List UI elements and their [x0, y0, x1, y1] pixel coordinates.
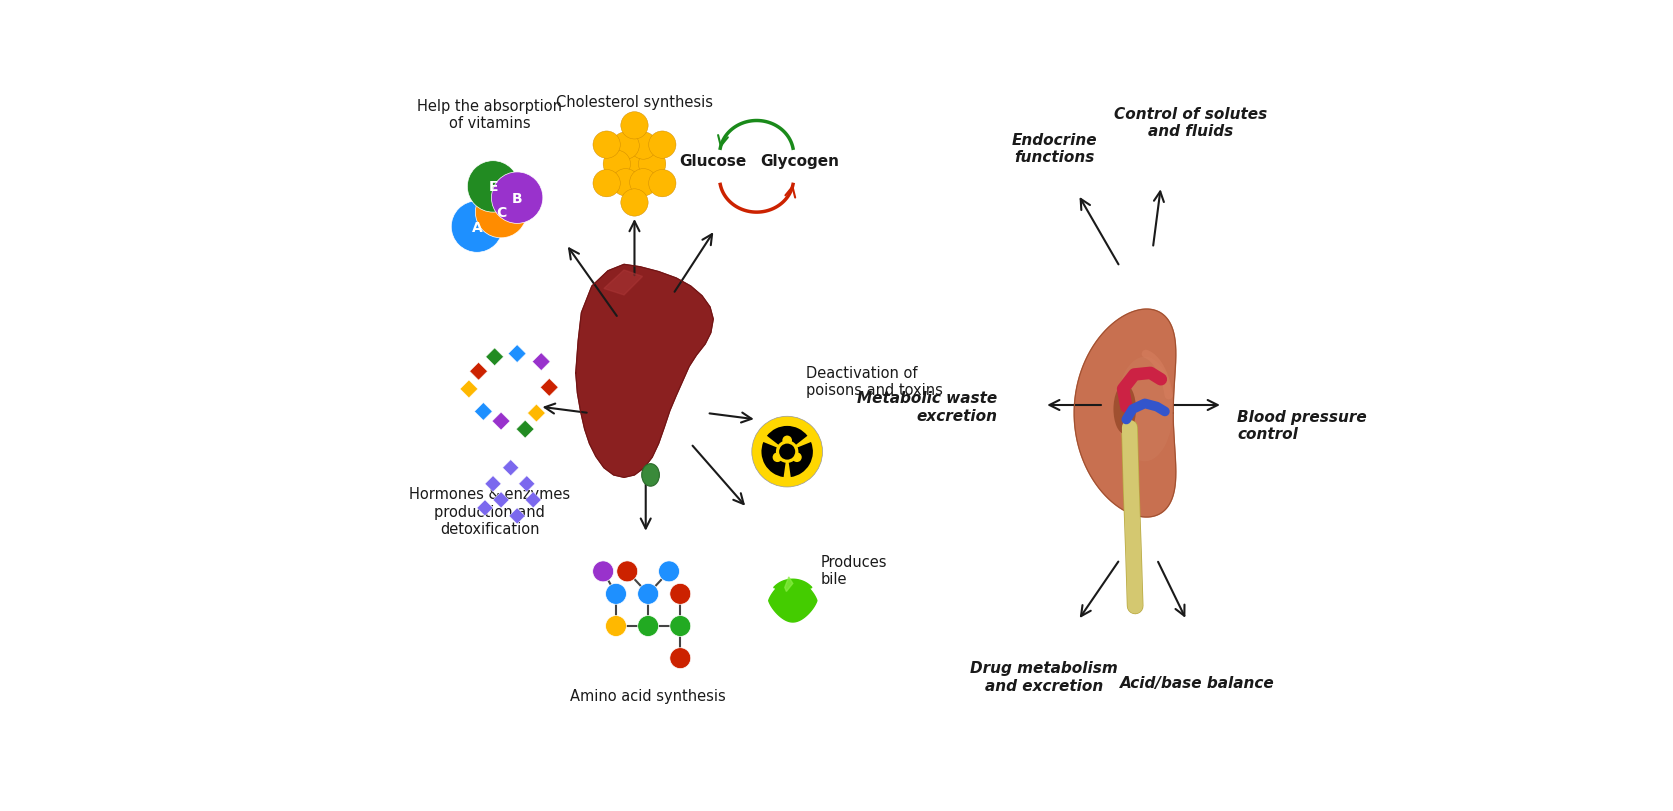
- Text: Help the absorption
of vitamins: Help the absorption of vitamins: [417, 99, 562, 131]
- Circle shape: [669, 648, 691, 669]
- Polygon shape: [532, 354, 550, 371]
- Circle shape: [452, 202, 502, 253]
- Polygon shape: [768, 580, 816, 622]
- Text: Endocrine
functions: Endocrine functions: [1010, 132, 1096, 165]
- Circle shape: [629, 169, 656, 197]
- Polygon shape: [477, 500, 494, 517]
- Circle shape: [621, 113, 647, 139]
- Ellipse shape: [1113, 384, 1136, 435]
- Polygon shape: [485, 349, 504, 367]
- Circle shape: [592, 170, 621, 198]
- Circle shape: [657, 561, 679, 582]
- Circle shape: [773, 453, 781, 462]
- Text: Blood pressure
control: Blood pressure control: [1236, 410, 1367, 442]
- Polygon shape: [509, 345, 525, 363]
- Circle shape: [637, 616, 657, 637]
- Polygon shape: [460, 380, 477, 398]
- Text: Amino acid synthesis: Amino acid synthesis: [570, 689, 726, 704]
- Circle shape: [602, 151, 631, 178]
- Text: Control of solutes
and fluids: Control of solutes and fluids: [1113, 107, 1266, 139]
- Circle shape: [621, 151, 647, 178]
- Text: Metabolic waste
excretion: Metabolic waste excretion: [857, 391, 997, 423]
- Polygon shape: [785, 577, 793, 592]
- Wedge shape: [788, 443, 813, 478]
- Polygon shape: [1074, 310, 1174, 517]
- Circle shape: [647, 170, 676, 198]
- Circle shape: [637, 151, 666, 178]
- Circle shape: [637, 584, 657, 604]
- Text: Cholesterol synthesis: Cholesterol synthesis: [555, 95, 713, 109]
- Polygon shape: [502, 460, 519, 476]
- Polygon shape: [485, 476, 500, 492]
- Text: Hormones & enzymes
production and
detoxification: Hormones & enzymes production and detoxi…: [408, 487, 570, 536]
- Text: Drug metabolism
and excretion: Drug metabolism and excretion: [970, 661, 1118, 693]
- Polygon shape: [540, 379, 557, 397]
- Text: B: B: [512, 191, 522, 205]
- Circle shape: [612, 169, 639, 197]
- Circle shape: [467, 161, 519, 212]
- Wedge shape: [766, 427, 806, 445]
- Polygon shape: [519, 476, 534, 492]
- Circle shape: [669, 616, 691, 637]
- Circle shape: [669, 584, 691, 604]
- Polygon shape: [525, 492, 540, 508]
- Text: Produces
bile: Produces bile: [820, 554, 887, 586]
- Text: Acid/base balance: Acid/base balance: [1119, 675, 1273, 690]
- Polygon shape: [494, 492, 509, 508]
- Circle shape: [791, 453, 801, 462]
- Text: Glycogen: Glycogen: [760, 154, 840, 169]
- Text: E: E: [489, 180, 497, 194]
- Circle shape: [616, 561, 637, 582]
- Text: A: A: [472, 221, 482, 234]
- Ellipse shape: [641, 464, 659, 487]
- Circle shape: [612, 133, 639, 160]
- Polygon shape: [576, 265, 713, 478]
- Circle shape: [629, 133, 656, 160]
- Text: Deactivation of
poisons and toxins: Deactivation of poisons and toxins: [806, 365, 944, 397]
- Polygon shape: [470, 363, 487, 380]
- Circle shape: [475, 187, 527, 238]
- Polygon shape: [509, 508, 525, 524]
- Polygon shape: [515, 421, 534, 439]
- Circle shape: [781, 436, 791, 445]
- Wedge shape: [761, 443, 785, 478]
- Circle shape: [621, 190, 647, 217]
- Polygon shape: [527, 405, 545, 423]
- Circle shape: [751, 417, 821, 487]
- Circle shape: [647, 131, 676, 159]
- Circle shape: [592, 561, 614, 582]
- Circle shape: [778, 444, 795, 460]
- Circle shape: [592, 131, 621, 159]
- Circle shape: [606, 616, 626, 637]
- Text: Glucose: Glucose: [679, 154, 746, 169]
- Ellipse shape: [1116, 358, 1173, 461]
- Circle shape: [492, 173, 542, 224]
- Polygon shape: [604, 271, 642, 295]
- Polygon shape: [492, 413, 510, 431]
- Text: C: C: [495, 206, 505, 220]
- Circle shape: [606, 584, 626, 604]
- Polygon shape: [473, 403, 492, 421]
